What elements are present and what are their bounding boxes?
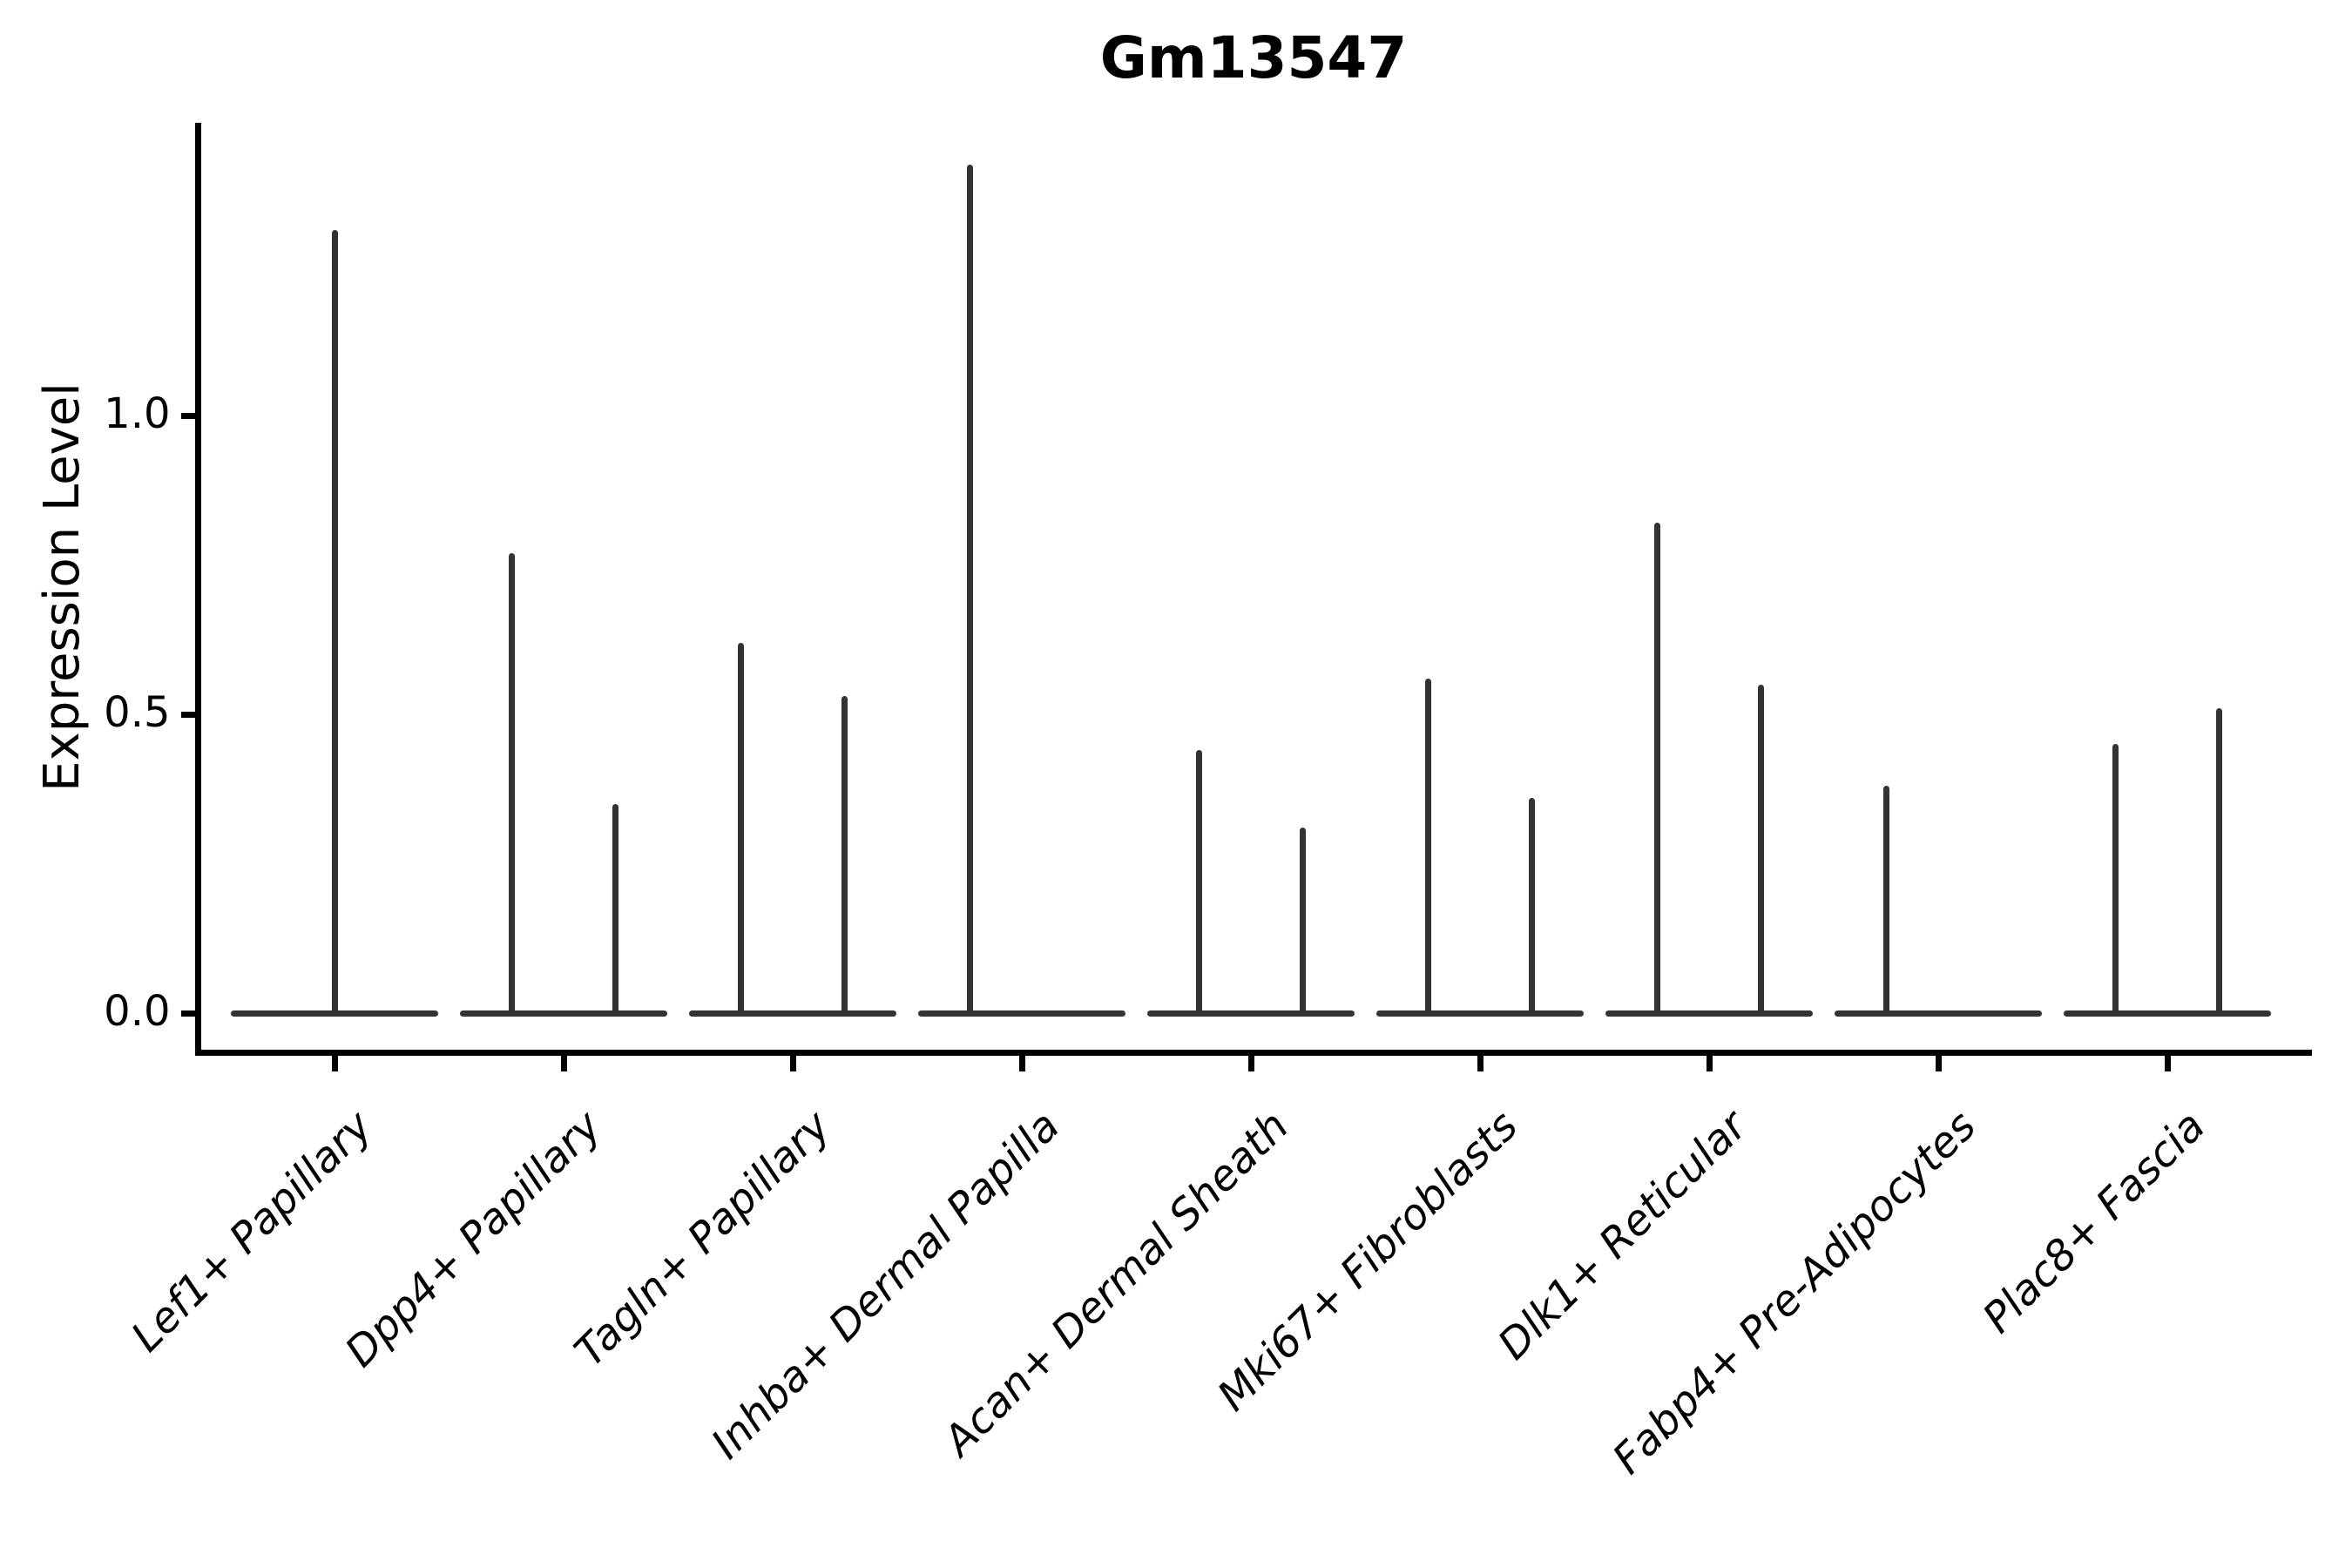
violin-spike bbox=[2112, 744, 2119, 1017]
violin-spike bbox=[2216, 708, 2222, 1017]
x-tick-label: Dlk1+ Reticular bbox=[1488, 1101, 1757, 1369]
violin-spike bbox=[1425, 678, 1431, 1017]
y-tick-label: 0.5 bbox=[104, 688, 171, 737]
x-tick bbox=[2164, 1056, 2171, 1071]
violin-base bbox=[689, 1010, 896, 1017]
violin-base bbox=[1147, 1010, 1355, 1017]
x-tick-label: Fabp4+ Pre-Adipocytes bbox=[1603, 1101, 1986, 1484]
violin-spike bbox=[1654, 523, 1660, 1017]
violin-spike bbox=[1529, 798, 1535, 1017]
violin-spike bbox=[331, 230, 338, 1017]
chart-title: Gm13547 bbox=[1099, 24, 1408, 91]
x-tick bbox=[1018, 1056, 1025, 1071]
x-tick-label: Dpp4+ Papillary bbox=[335, 1101, 612, 1377]
violin-spike bbox=[1883, 786, 1889, 1017]
violin-spike bbox=[841, 696, 848, 1017]
x-axis-line bbox=[194, 1050, 2312, 1056]
violin-spike bbox=[509, 552, 515, 1017]
x-tick bbox=[1247, 1056, 1254, 1071]
violin-spike bbox=[1758, 684, 1764, 1017]
x-tick-label: Mki67+ Fibroblasts bbox=[1208, 1101, 1528, 1421]
violin-spike bbox=[612, 803, 618, 1017]
y-tick-label: 1.0 bbox=[104, 389, 171, 438]
y-tick bbox=[180, 1010, 195, 1017]
y-tick bbox=[180, 412, 195, 419]
x-tick-label: Tagln+ Papillary bbox=[564, 1101, 841, 1376]
x-tick-label: Plac8+ Fascia bbox=[1973, 1101, 2215, 1343]
x-tick bbox=[1477, 1056, 1484, 1071]
x-tick-label: Acan+ Dermal Sheath bbox=[934, 1101, 1299, 1466]
violin-base bbox=[1376, 1010, 1584, 1017]
y-axis-line bbox=[194, 123, 201, 1056]
y-tick bbox=[180, 711, 195, 718]
violin-base bbox=[1835, 1010, 2042, 1017]
violin-spike bbox=[1300, 828, 1306, 1017]
y-tick-label: 0.0 bbox=[104, 987, 171, 1036]
x-tick bbox=[560, 1056, 567, 1071]
violin-spike bbox=[738, 642, 744, 1017]
x-tick bbox=[1706, 1056, 1713, 1071]
x-tick-label: Inhba+ Dermal Papilla bbox=[702, 1101, 1070, 1469]
violin-base bbox=[460, 1010, 667, 1017]
violin-spike bbox=[967, 164, 973, 1017]
x-tick bbox=[1935, 1056, 1942, 1071]
violin-base bbox=[918, 1010, 1125, 1017]
violin-spike bbox=[1196, 750, 1202, 1017]
violin-base bbox=[2064, 1010, 2271, 1017]
x-tick bbox=[789, 1056, 796, 1071]
violin-base bbox=[1605, 1010, 1813, 1017]
x-tick bbox=[331, 1056, 338, 1071]
y-axis-label: Expression Level bbox=[34, 382, 91, 792]
